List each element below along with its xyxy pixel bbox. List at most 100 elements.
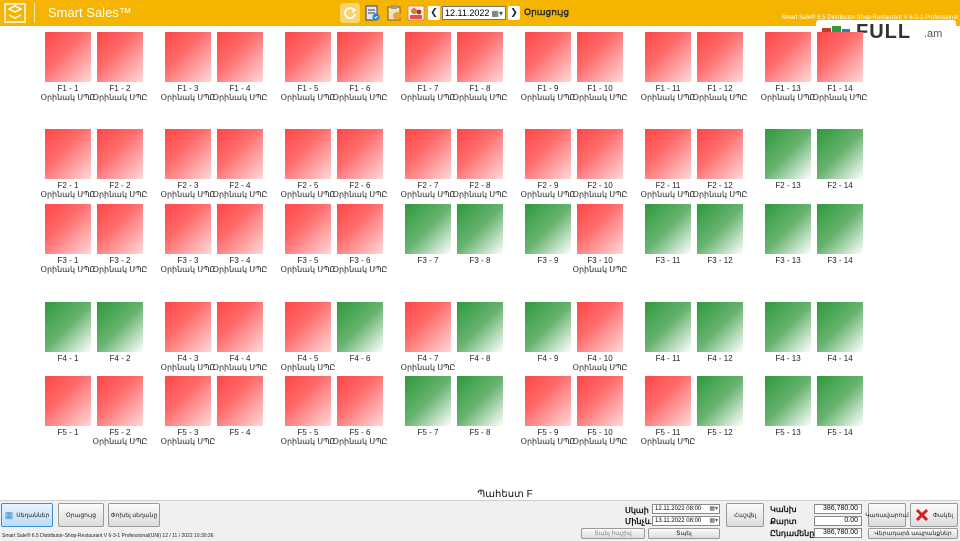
prev-date-button[interactable]: ❮ bbox=[428, 6, 440, 20]
table-tile[interactable]: F4 - 7 Օրինակ ՍՊԸ bbox=[401, 302, 455, 372]
table-tile[interactable]: F4 - 9 bbox=[525, 302, 571, 363]
table-tile[interactable]: F3 - 6 Օրինակ ՍՊԸ bbox=[333, 204, 387, 274]
table-tile[interactable]: F5 - 10 Օրինակ ՍՊԸ bbox=[573, 376, 627, 446]
date-picker[interactable]: 12.11.2022 ▦▾ bbox=[442, 6, 506, 20]
table-tile[interactable]: F2 - 7 Օրինակ ՍՊԸ bbox=[401, 129, 455, 199]
table-status-square bbox=[405, 32, 451, 82]
calculate-button[interactable]: Հաշվել bbox=[726, 503, 764, 527]
table-tile[interactable]: F3 - 3 Օրինակ ՍՊԸ bbox=[161, 204, 215, 274]
table-tile[interactable]: F4 - 10 Օրինակ ՍՊԸ bbox=[573, 302, 627, 372]
close-button[interactable]: Փակել bbox=[910, 503, 958, 527]
table-tile[interactable]: F1 - 3 Օրինակ ՍՊԸ bbox=[161, 32, 215, 102]
table-label: F3 - 2 bbox=[109, 256, 131, 265]
table-tile[interactable]: F4 - 8 bbox=[457, 302, 503, 363]
table-tile[interactable]: F3 - 4 Օրինակ ՍՊԸ bbox=[213, 204, 267, 274]
table-tile[interactable]: F3 - 12 bbox=[697, 204, 743, 265]
table-waiter-label: Օրինակ ՍՊԸ bbox=[572, 190, 628, 199]
table-tile[interactable]: F1 - 7 Օրինակ ՍՊԸ bbox=[401, 32, 455, 102]
users-icon[interactable] bbox=[406, 3, 426, 23]
from-dropdown-icon[interactable]: ▦▾ bbox=[709, 506, 718, 512]
table-tile[interactable]: F3 - 9 bbox=[525, 204, 571, 265]
table-label: F1 - 10 bbox=[587, 84, 613, 93]
table-tile[interactable]: F2 - 13 bbox=[765, 129, 811, 190]
table-tile[interactable]: F2 - 5 Օրինակ ՍՊԸ bbox=[281, 129, 335, 199]
next-date-button[interactable]: ❯ bbox=[508, 6, 520, 20]
table-tile[interactable]: F2 - 3 Օրինակ ՍՊԸ bbox=[161, 129, 215, 199]
table-tile[interactable]: F5 - 11 Օրինակ ՍՊԸ bbox=[641, 376, 695, 446]
table-tile[interactable]: F5 - 14 bbox=[817, 376, 863, 437]
table-tile[interactable]: F3 - 11 bbox=[645, 204, 691, 265]
change-table-button[interactable]: Փոխել սեղանը bbox=[108, 503, 160, 527]
table-tile[interactable]: F1 - 9 Օրինակ ՍՊԸ bbox=[521, 32, 575, 102]
from-datetime[interactable]: 12.11.2022 08:00 ▦▾ bbox=[652, 504, 720, 514]
table-tile[interactable]: F4 - 13 bbox=[765, 302, 811, 363]
table-tile[interactable]: F5 - 1 bbox=[45, 376, 91, 437]
table-tile[interactable]: F1 - 14 Օրինակ ՍՊԸ bbox=[813, 32, 867, 102]
table-tile[interactable]: F1 - 10 Օրինակ ՍՊԸ bbox=[573, 32, 627, 102]
table-tile[interactable]: F2 - 12 Օրինակ ՍՊԸ bbox=[693, 129, 747, 199]
table-tile[interactable]: F5 - 6 Օրինակ ՍՊԸ bbox=[333, 376, 387, 446]
table-tile[interactable]: F3 - 14 bbox=[817, 204, 863, 265]
table-tile[interactable]: F2 - 4 Օրինակ ՍՊԸ bbox=[213, 129, 267, 199]
table-tile[interactable]: F3 - 8 bbox=[457, 204, 503, 265]
manage-button[interactable]: Կառավարում bbox=[865, 503, 909, 527]
table-tile[interactable]: F3 - 13 bbox=[765, 204, 811, 265]
table-tile[interactable]: F4 - 14 bbox=[817, 302, 863, 363]
table-tile[interactable]: F5 - 12 bbox=[697, 376, 743, 437]
table-tile[interactable]: F5 - 7 bbox=[405, 376, 451, 437]
checklist-icon[interactable] bbox=[362, 3, 382, 23]
table-tile[interactable]: F5 - 5 Օրինակ ՍՊԸ bbox=[281, 376, 335, 446]
table-tile[interactable]: F1 - 11 Օրինակ ՍՊԸ bbox=[641, 32, 695, 102]
table-tile[interactable]: F2 - 11 Օրինակ ՍՊԸ bbox=[641, 129, 695, 199]
refresh-icon[interactable] bbox=[340, 3, 360, 23]
table-tile[interactable]: F2 - 10 Օրինակ ՍՊԸ bbox=[573, 129, 627, 199]
table-tile[interactable]: F3 - 1 Օրինակ ՍՊԸ bbox=[41, 204, 95, 274]
table-tile[interactable]: F4 - 6 bbox=[337, 302, 383, 363]
table-status-square bbox=[645, 32, 691, 82]
table-tile[interactable]: F3 - 2 Օրինակ ՍՊԸ bbox=[93, 204, 147, 274]
table-tile[interactable]: F4 - 2 bbox=[97, 302, 143, 363]
table-tile[interactable]: F3 - 5 Օրինակ ՍՊԸ bbox=[281, 204, 335, 274]
to-dropdown-icon[interactable]: ▦▾ bbox=[709, 518, 718, 524]
table-tile[interactable]: F4 - 5 Օրինակ ՍՊԸ bbox=[281, 302, 335, 372]
print-receipt-button[interactable]: Տպել հաշիվ bbox=[581, 528, 645, 539]
table-tile[interactable]: F4 - 12 bbox=[697, 302, 743, 363]
print-button[interactable]: Տպել bbox=[648, 528, 720, 539]
table-tile[interactable]: F1 - 13 Օրինակ ՍՊԸ bbox=[761, 32, 815, 102]
return-items-button[interactable]: Վերադարձ ապրանքներ bbox=[868, 528, 958, 539]
table-tile[interactable]: F1 - 8 Օրինակ ՍՊԸ bbox=[453, 32, 507, 102]
table-tile[interactable]: F1 - 6 Օրինակ ՍՊԸ bbox=[333, 32, 387, 102]
table-tile[interactable]: F3 - 10 Օրինակ ՍՊԸ bbox=[573, 204, 627, 274]
to-datetime[interactable]: 13.11.2022 08:00 ▦▾ bbox=[652, 516, 720, 526]
table-tile[interactable]: F4 - 3 Օրինակ ՍՊԸ bbox=[161, 302, 215, 372]
clipboard-icon[interactable] bbox=[384, 3, 404, 23]
calendar-icon[interactable]: ▦▾ bbox=[491, 9, 503, 18]
daily-button[interactable]: Օրացույց bbox=[58, 503, 104, 527]
table-tile[interactable]: F1 - 2 Օրինակ ՍՊԸ bbox=[93, 32, 147, 102]
table-tile[interactable]: F2 - 1 Օրինակ ՍՊԸ bbox=[41, 129, 95, 199]
table-tile[interactable]: F5 - 13 bbox=[765, 376, 811, 437]
tables-button[interactable]: ▦ Սեղաններ bbox=[1, 503, 53, 527]
table-tile[interactable]: F2 - 2 Օրինակ ՍՊԸ bbox=[93, 129, 147, 199]
table-tile[interactable]: F5 - 2 Օրինակ ՍՊԸ bbox=[93, 376, 147, 446]
table-tile[interactable]: F5 - 3 Օրինակ ՍՊԸ bbox=[161, 376, 215, 446]
table-label: F5 - 6 bbox=[349, 428, 371, 437]
table-status-square bbox=[817, 302, 863, 352]
table-tile[interactable]: F2 - 8 Օրինակ ՍՊԸ bbox=[453, 129, 507, 199]
table-tile[interactable]: F1 - 1 Օրինակ ՍՊԸ bbox=[41, 32, 95, 102]
table-tile[interactable]: F1 - 12 Օրինակ ՍՊԸ bbox=[693, 32, 747, 102]
table-tile[interactable]: F4 - 11 bbox=[645, 302, 691, 363]
table-tile[interactable]: F3 - 7 bbox=[405, 204, 451, 265]
table-status-square bbox=[765, 32, 811, 82]
table-tile[interactable]: F1 - 4 Օրինակ ՍՊԸ bbox=[213, 32, 267, 102]
table-tile[interactable]: F5 - 9 Օրինակ ՍՊԸ bbox=[521, 376, 575, 446]
table-tile[interactable]: F5 - 4 bbox=[217, 376, 263, 437]
table-tile[interactable]: F2 - 6 Օրինակ ՍՊԸ bbox=[333, 129, 387, 199]
table-tile[interactable]: F2 - 14 bbox=[817, 129, 863, 190]
table-tile[interactable]: F2 - 9 Օրինակ ՍՊԸ bbox=[521, 129, 575, 199]
table-tile[interactable]: F4 - 4 Օրինակ ՍՊԸ bbox=[213, 302, 267, 372]
table-tile[interactable]: F5 - 8 bbox=[457, 376, 503, 437]
table-tile[interactable]: F1 - 5 Օրինակ ՍՊԸ bbox=[281, 32, 335, 102]
table-tile[interactable]: F4 - 1 bbox=[45, 302, 91, 363]
table-waiter-label: Օրինակ ՍՊԸ bbox=[160, 437, 216, 446]
